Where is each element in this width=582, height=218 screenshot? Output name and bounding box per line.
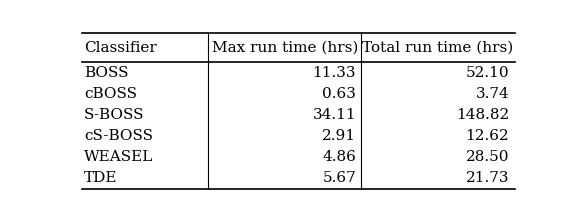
Text: BOSS: BOSS — [84, 66, 129, 80]
Text: WEASEL: WEASEL — [84, 150, 154, 164]
Text: Classifier: Classifier — [84, 41, 157, 54]
Text: TDE: TDE — [84, 171, 118, 186]
Text: 11.33: 11.33 — [313, 66, 356, 80]
Text: 3.74: 3.74 — [475, 87, 509, 101]
Text: 28.50: 28.50 — [466, 150, 509, 164]
Text: 5.67: 5.67 — [322, 171, 356, 186]
Text: cBOSS: cBOSS — [84, 87, 137, 101]
Text: Max run time (hrs): Max run time (hrs) — [211, 41, 358, 54]
Text: 52.10: 52.10 — [466, 66, 509, 80]
Text: 21.73: 21.73 — [466, 171, 509, 186]
Text: 0.63: 0.63 — [322, 87, 356, 101]
Text: S-BOSS: S-BOSS — [84, 108, 144, 122]
Text: 34.11: 34.11 — [313, 108, 356, 122]
Text: 148.82: 148.82 — [456, 108, 509, 122]
Text: cS-BOSS: cS-BOSS — [84, 129, 153, 143]
Text: 12.62: 12.62 — [466, 129, 509, 143]
Text: Total run time (hrs): Total run time (hrs) — [363, 41, 514, 54]
Text: 4.86: 4.86 — [322, 150, 356, 164]
Text: 2.91: 2.91 — [322, 129, 356, 143]
